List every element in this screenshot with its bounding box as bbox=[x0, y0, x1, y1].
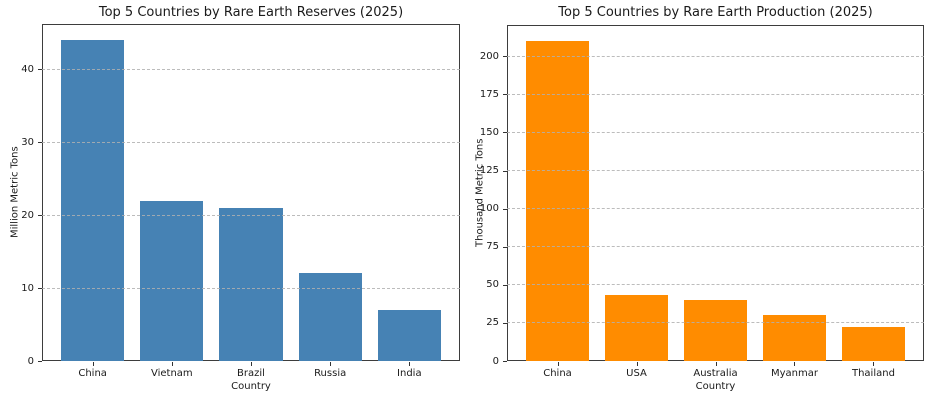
y-tick-label: 175 bbox=[479, 88, 499, 100]
x-tick-label: Myanmar bbox=[770, 368, 818, 379]
y-tick-label: 200 bbox=[479, 50, 499, 62]
bar-brazil bbox=[219, 207, 283, 361]
gridline bbox=[42, 214, 460, 216]
y-tick-mark bbox=[38, 361, 42, 362]
x-tick-mark bbox=[251, 362, 252, 366]
y-tick-mark bbox=[503, 208, 507, 210]
gridline bbox=[42, 141, 460, 143]
gridline bbox=[507, 170, 924, 172]
gridline bbox=[507, 55, 924, 57]
x-tick-label: China bbox=[78, 368, 107, 379]
gridline bbox=[507, 131, 924, 133]
gridline bbox=[507, 322, 924, 324]
x-tick-label: China bbox=[543, 368, 572, 379]
x-tick-mark bbox=[636, 362, 638, 366]
y-axis-label: Thousand Metric Tons bbox=[474, 138, 486, 248]
gridline bbox=[42, 68, 460, 70]
chart-title: Top 5 Countries by Rare Earth Reserves (… bbox=[98, 5, 404, 20]
x-axis-label: Country bbox=[231, 381, 271, 392]
gridline bbox=[507, 246, 924, 248]
bar-india bbox=[377, 309, 441, 361]
y-tick-label: 100 bbox=[479, 203, 499, 215]
x-tick-mark bbox=[171, 362, 173, 366]
x-tick-label: Vietnam bbox=[150, 368, 193, 379]
x-axis-label: Country bbox=[695, 381, 736, 392]
gridline bbox=[507, 284, 924, 286]
x-tick-label: India bbox=[397, 368, 422, 379]
y-tick-label: 25 bbox=[486, 317, 499, 329]
x-tick-mark bbox=[873, 362, 875, 366]
y-tick-mark bbox=[503, 94, 507, 96]
y-tick-label: 150 bbox=[479, 126, 499, 138]
gridline bbox=[507, 93, 924, 95]
y-tick-mark bbox=[503, 132, 507, 134]
y-tick-label: 0 bbox=[27, 355, 34, 367]
x-tick-mark bbox=[715, 362, 717, 366]
y-tick-label: 30 bbox=[21, 136, 34, 148]
x-tick-label: Brazil bbox=[237, 368, 265, 379]
y-tick-mark bbox=[38, 142, 42, 144]
x-tick-mark bbox=[92, 362, 94, 366]
gridline bbox=[42, 287, 460, 289]
y-tick-mark bbox=[503, 170, 507, 172]
bar-vietnam bbox=[140, 200, 204, 361]
y-tick-mark bbox=[503, 322, 507, 324]
y-tick-label: 50 bbox=[486, 279, 499, 291]
x-tick-mark bbox=[409, 362, 411, 366]
y-tick-mark bbox=[503, 246, 507, 248]
y-tick-label: 125 bbox=[479, 165, 499, 177]
y-tick-label: 40 bbox=[21, 63, 34, 75]
chart-title: Top 5 Countries by Rare Earth Production… bbox=[558, 5, 873, 20]
bar-australia bbox=[683, 300, 748, 361]
gridline bbox=[507, 208, 924, 210]
y-tick-label: 20 bbox=[21, 209, 34, 221]
y-tick-mark bbox=[38, 215, 42, 217]
y-tick-mark bbox=[38, 288, 42, 290]
x-tick-mark bbox=[557, 362, 559, 366]
bar-china bbox=[61, 40, 125, 361]
y-tick-label: 0 bbox=[492, 355, 499, 367]
y-tick-mark bbox=[503, 361, 507, 362]
x-tick-label: Russia bbox=[314, 368, 347, 379]
y-tick-label: 75 bbox=[486, 241, 499, 253]
x-tick-label: USA bbox=[626, 368, 647, 379]
x-tick-mark bbox=[330, 362, 332, 366]
y-tick-label: 10 bbox=[21, 282, 34, 294]
y-tick-mark bbox=[38, 69, 42, 71]
bar-china bbox=[525, 41, 590, 361]
y-tick-mark bbox=[503, 56, 507, 58]
x-tick-label: Australia bbox=[693, 368, 738, 379]
x-tick-label: Thailand bbox=[851, 368, 895, 379]
bar-usa bbox=[604, 295, 669, 361]
y-tick-mark bbox=[503, 284, 507, 286]
bar-thailand bbox=[841, 327, 906, 361]
x-tick-mark bbox=[794, 362, 796, 366]
